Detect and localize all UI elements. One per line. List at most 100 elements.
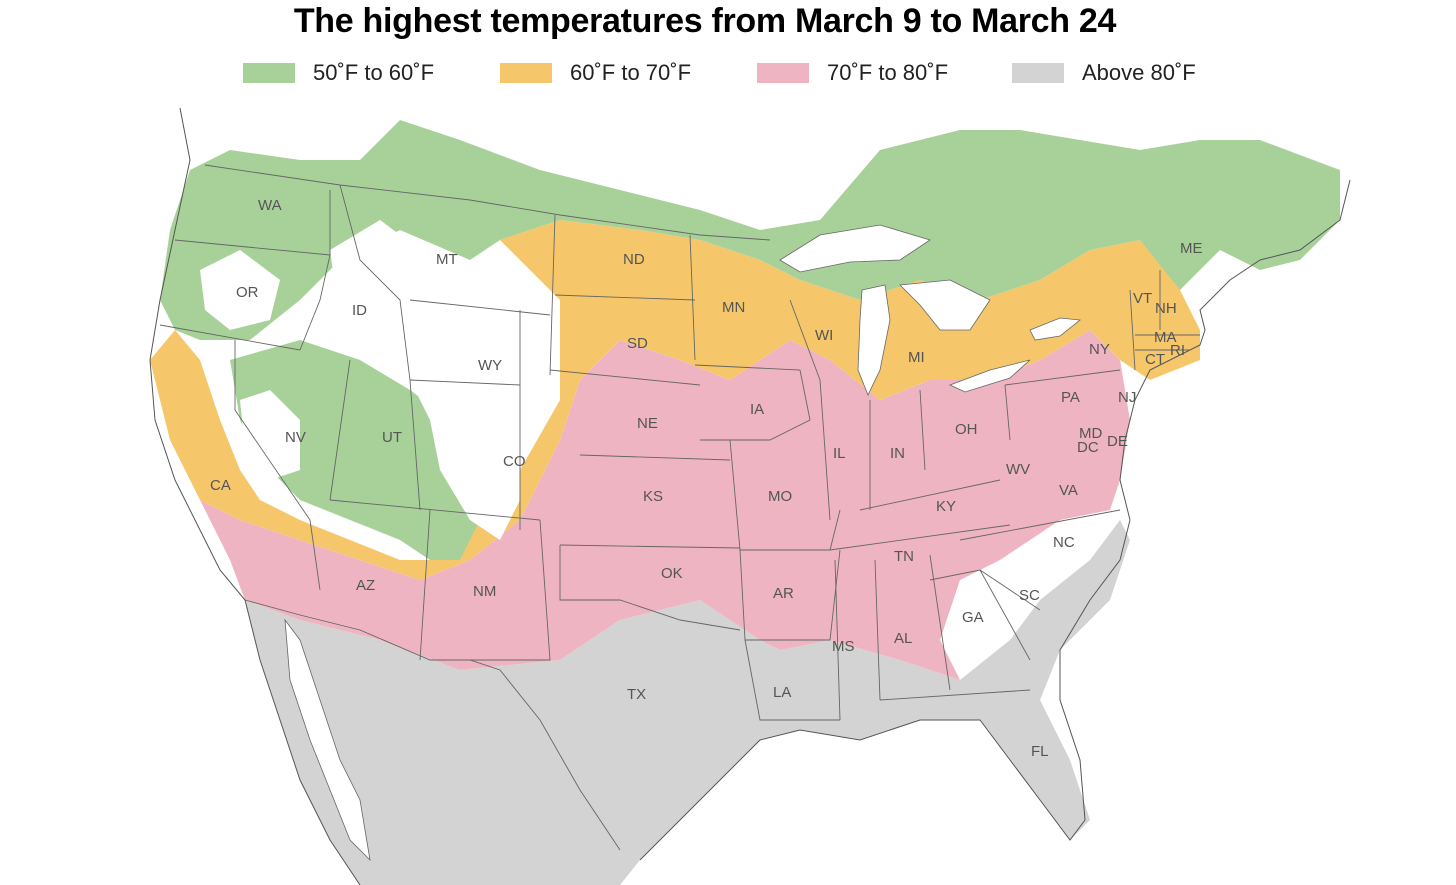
legend-label-above-80: Above 80˚F: [1082, 60, 1196, 85]
border-mn-west: [689, 234, 696, 361]
state-label-id: ID: [352, 302, 367, 319]
border-wa-or: [174, 239, 331, 256]
border-la: [744, 639, 840, 721]
legend: 50˚F to 60˚F 60˚F to 70˚F 70˚F to 80˚F A…: [0, 60, 1456, 86]
border-az-nm: [419, 509, 431, 661]
state-label-nj: NJ: [1118, 389, 1136, 406]
legend-swatch-above-80: [1012, 63, 1064, 83]
border-pa-ny: [1004, 369, 1121, 386]
state-borders: [159, 164, 1200, 851]
state-label-ok: OK: [661, 565, 683, 582]
border-or-ca: [159, 324, 301, 351]
state-label-nv: NV: [285, 429, 306, 446]
map-title: The highest temperatures from March 9 to…: [293, 2, 1117, 40]
state-label-dc: DC: [1077, 439, 1099, 456]
border-wi-mi: [789, 299, 821, 381]
border-id-west: [299, 190, 331, 351]
border-new-england: [1129, 270, 1200, 371]
border-nm-tx: [470, 519, 551, 661]
border-ga-fl: [879, 689, 1031, 701]
legend-label-60-70: 60˚F to 70˚F: [570, 60, 692, 85]
border-nc-sc-ga: [929, 569, 1041, 661]
state-label-fl: FL: [1031, 743, 1049, 760]
state-label-nc: NC: [1053, 534, 1075, 551]
state-label-mn: MN: [722, 299, 745, 316]
state-label-az: AZ: [356, 577, 375, 594]
border-ut-co: [409, 379, 421, 511]
border-va-nc: [959, 509, 1121, 541]
border-ok-tx: [559, 545, 741, 631]
border-nd-sd: [554, 294, 696, 301]
border-sd-ne: [549, 369, 701, 386]
state-label-mo: MO: [768, 488, 792, 505]
state-label-me: ME: [1180, 240, 1203, 257]
state-label-ga: GA: [962, 609, 984, 626]
band-unshaded-or: [200, 250, 280, 330]
temperature-map: WA OR CA ID NV MT WY UT AZ CO NM ND SD N…: [149, 107, 1351, 885]
band-70-80: [200, 330, 1130, 680]
lake-erie: [948, 359, 1031, 393]
legend-item-above-80: Above 80˚F: [1012, 60, 1196, 86]
state-label-vt: VT: [1133, 290, 1152, 307]
border-ks-ok: [559, 544, 741, 549]
border-mt-wy: [409, 299, 551, 316]
band-50-60-north: [160, 120, 1340, 340]
legend-label-50-60: 50˚F to 60˚F: [313, 60, 435, 85]
band-above-80: [245, 520, 1130, 885]
state-label-ma: MA: [1154, 329, 1177, 346]
state-label-oh: OH: [955, 421, 978, 438]
state-label-la: LA: [773, 684, 791, 701]
state-label-ks: KS: [643, 488, 663, 505]
state-labels: WA OR CA ID NV MT WY UT AZ CO NM ND SD N…: [210, 197, 1203, 760]
border-ia-box: [694, 364, 811, 441]
state-label-pa: PA: [1061, 389, 1080, 406]
border-dakotas: [549, 214, 556, 376]
border-tn: [829, 524, 1011, 551]
border-us-canada: [204, 164, 771, 241]
legend-label-70-80: 70˚F to 80˚F: [827, 60, 949, 85]
state-label-ne: NE: [637, 415, 658, 432]
legend-swatch-70-80: [757, 63, 809, 83]
state-label-nm: NM: [473, 583, 496, 600]
border-oh-pa: [1004, 384, 1011, 441]
border-il-in: [819, 379, 926, 521]
band-unshaded-nv: [240, 390, 300, 480]
band-unshaded-wy-co: [410, 300, 530, 540]
legend-item-50-60: 50˚F to 60˚F: [243, 60, 434, 86]
state-label-mt: MT: [436, 251, 458, 268]
border-mo: [729, 439, 841, 551]
border-four-corners: [329, 499, 541, 521]
legend-swatch-50-60: [243, 63, 295, 83]
state-label-wa: WA: [258, 197, 282, 214]
border-ky: [859, 479, 1001, 511]
state-label-ut: UT: [382, 429, 402, 446]
state-label-ar: AR: [773, 585, 794, 602]
legend-swatch-60-70: [500, 63, 552, 83]
state-label-wi: WI: [815, 327, 833, 344]
state-label-in: IN: [890, 445, 905, 462]
state-label-wy: WY: [478, 357, 502, 374]
state-label-wv: WV: [1006, 461, 1030, 478]
border-id-mt: [339, 184, 411, 381]
water-bodies: [284, 224, 1082, 862]
state-label-ca: CA: [210, 477, 231, 494]
east-coastline: [1119, 179, 1351, 521]
state-label-tn: TN: [894, 548, 914, 565]
state-label-sd: SD: [627, 335, 648, 352]
state-label-de: DE: [1107, 433, 1128, 450]
state-label-va: VA: [1059, 482, 1078, 499]
state-label-md: MD: [1079, 425, 1102, 442]
state-label-tx: TX: [627, 686, 646, 703]
state-label-ms: MS: [832, 638, 855, 655]
lake-ontario: [1029, 317, 1082, 341]
state-label-al: AL: [894, 630, 912, 647]
state-label-or: OR: [236, 284, 259, 301]
gulf-coastline: [639, 519, 1131, 861]
west-coastline: [149, 107, 361, 885]
state-label-nd: ND: [623, 251, 645, 268]
border-ca-nv: [234, 340, 321, 591]
border-ar: [739, 549, 841, 641]
state-label-nh: NH: [1155, 300, 1177, 317]
border-ne-ks: [579, 454, 731, 461]
border-wy-co: [409, 379, 521, 386]
